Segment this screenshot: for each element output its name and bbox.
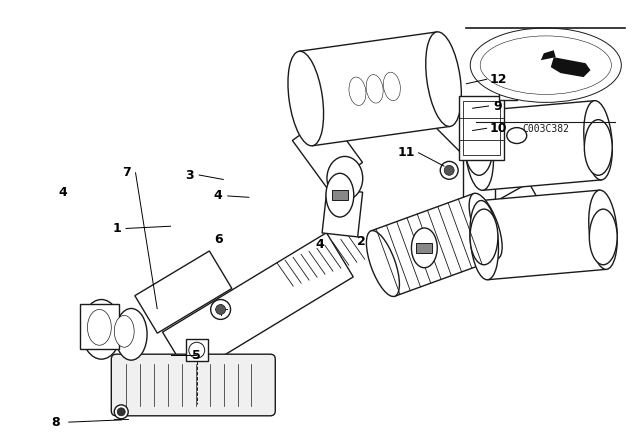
Ellipse shape <box>480 36 611 95</box>
Ellipse shape <box>327 156 363 200</box>
Ellipse shape <box>469 193 502 259</box>
Text: 4: 4 <box>58 186 67 199</box>
Text: 4: 4 <box>316 237 324 250</box>
Ellipse shape <box>117 408 125 416</box>
Ellipse shape <box>189 342 205 358</box>
Text: 7: 7 <box>122 166 131 179</box>
Ellipse shape <box>584 101 612 180</box>
Ellipse shape <box>326 173 354 217</box>
Text: 4: 4 <box>214 189 223 202</box>
Ellipse shape <box>465 120 493 175</box>
Bar <box>459 96 504 160</box>
Polygon shape <box>479 183 548 246</box>
Polygon shape <box>427 93 492 158</box>
Text: 11: 11 <box>397 146 415 159</box>
Ellipse shape <box>470 201 499 280</box>
Ellipse shape <box>115 309 147 360</box>
Text: 12: 12 <box>490 73 507 86</box>
Ellipse shape <box>589 209 617 265</box>
Ellipse shape <box>507 128 527 143</box>
Bar <box>332 190 348 200</box>
Ellipse shape <box>81 300 121 359</box>
Ellipse shape <box>440 161 458 179</box>
Ellipse shape <box>589 190 618 269</box>
Ellipse shape <box>88 310 111 345</box>
Ellipse shape <box>426 32 461 126</box>
Text: 1: 1 <box>112 222 121 235</box>
Ellipse shape <box>412 228 437 268</box>
Polygon shape <box>163 233 353 376</box>
Ellipse shape <box>216 305 225 314</box>
Polygon shape <box>322 188 363 237</box>
Polygon shape <box>551 57 591 77</box>
Text: 9: 9 <box>494 99 502 112</box>
Ellipse shape <box>211 300 230 319</box>
Polygon shape <box>371 194 497 296</box>
Text: 2: 2 <box>357 235 365 248</box>
Polygon shape <box>135 251 232 333</box>
Bar <box>463 101 500 155</box>
Ellipse shape <box>366 75 383 103</box>
Text: 5: 5 <box>191 349 200 362</box>
Ellipse shape <box>288 51 324 146</box>
Ellipse shape <box>349 77 366 105</box>
Bar <box>186 339 208 361</box>
Polygon shape <box>541 50 556 60</box>
Ellipse shape <box>444 165 454 175</box>
Text: 8: 8 <box>52 416 60 429</box>
Polygon shape <box>476 101 602 190</box>
Polygon shape <box>463 146 495 235</box>
Ellipse shape <box>470 28 621 103</box>
Ellipse shape <box>115 315 134 347</box>
Polygon shape <box>292 115 362 188</box>
Ellipse shape <box>465 111 493 190</box>
Bar <box>79 305 119 349</box>
Ellipse shape <box>584 120 612 175</box>
Ellipse shape <box>115 405 128 419</box>
FancyBboxPatch shape <box>111 354 275 416</box>
Bar <box>499 86 516 100</box>
Bar <box>417 243 432 253</box>
Text: 6: 6 <box>214 233 223 246</box>
Polygon shape <box>299 32 450 146</box>
Polygon shape <box>481 190 607 280</box>
Text: 10: 10 <box>490 122 507 135</box>
Ellipse shape <box>383 72 401 101</box>
Ellipse shape <box>367 231 399 297</box>
Ellipse shape <box>470 209 498 265</box>
Text: 3: 3 <box>186 168 194 181</box>
Text: C003C382: C003C382 <box>522 125 570 134</box>
